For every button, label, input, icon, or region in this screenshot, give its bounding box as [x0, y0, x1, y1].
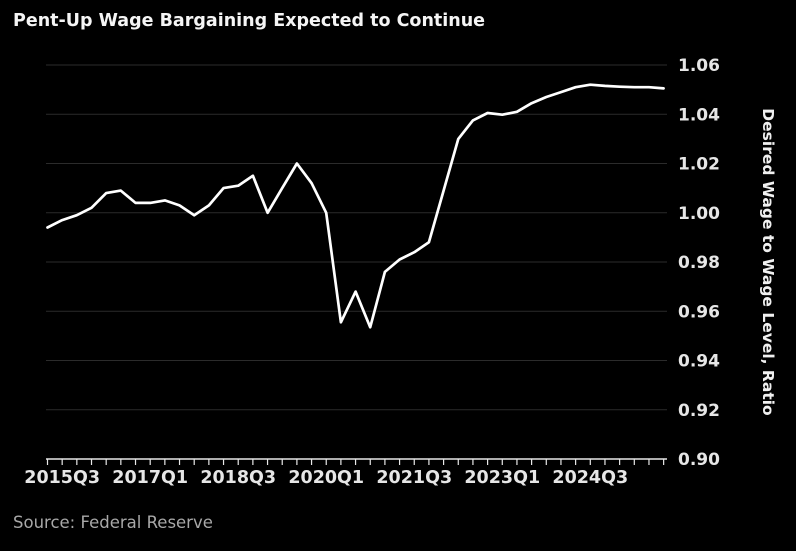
x-tick-label: 2015Q3: [24, 468, 100, 488]
y-tick-label: 0.98: [678, 253, 720, 273]
chart-title: Pent-Up Wage Bargaining Expected to Cont…: [13, 11, 486, 31]
y-tick-label: 1.00: [678, 204, 720, 224]
y-tick-label: 0.96: [678, 302, 720, 322]
x-tick-label: 2018Q3: [200, 468, 276, 488]
y-tick-label: 0.92: [678, 401, 720, 421]
y-tick-label: 1.02: [678, 155, 720, 175]
x-tick-label: 2020Q1: [288, 468, 364, 488]
x-tick-label: 2017Q1: [112, 468, 188, 488]
y-axis-title: Desired Wage to Wage Level, Ratio: [759, 108, 777, 415]
y-tick-label: 0.90: [678, 450, 720, 470]
y-tick-label: 0.94: [678, 352, 720, 372]
y-tick-label: 1.04: [678, 105, 720, 125]
wage-ratio-line: [46, 83, 665, 329]
source-note: Source: Federal Reserve: [13, 513, 213, 532]
x-tick-label: 2024Q3: [552, 468, 628, 488]
x-tick-label: 2023Q1: [464, 468, 540, 488]
x-tick-label: 2021Q3: [376, 468, 452, 488]
y-tick-label: 1.06: [678, 56, 720, 76]
